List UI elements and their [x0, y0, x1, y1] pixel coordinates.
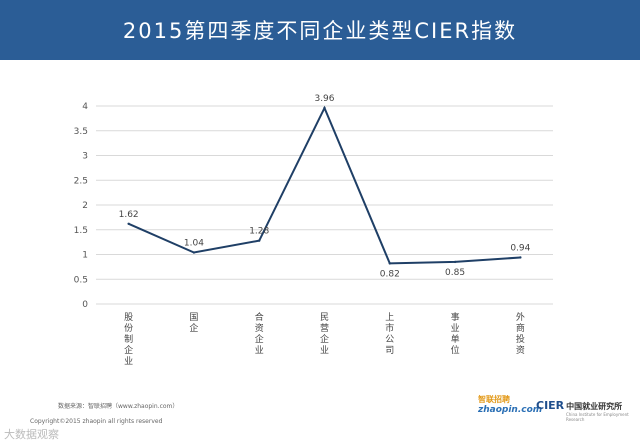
data-label: 1.62 [119, 210, 139, 220]
zhaopin-logo-text: zhaopin.com [478, 405, 543, 415]
zhaopin-logo: 智联招聘 zhaopin.com [478, 394, 542, 415]
chart-title: 2015第四季度不同企业类型CIER指数 [122, 19, 518, 43]
data-label: 0.94 [510, 243, 530, 253]
y-tick-label: 2 [82, 201, 88, 211]
data-label: 3.96 [314, 94, 334, 104]
x-tick-label: 上市公司 [385, 312, 394, 356]
y-tick-label: 3.5 [74, 127, 88, 137]
x-tick-label: 合资企业 [255, 311, 264, 356]
x-tick-label: 国企 [189, 312, 198, 334]
cier-logo-mark: CIER [536, 399, 565, 412]
cier-logo-en: China Institute for Employment Research [566, 412, 629, 422]
data-label: 1.04 [184, 239, 204, 249]
y-tick-label: 0.5 [74, 275, 88, 285]
y-tick-label: 2.5 [74, 176, 88, 186]
x-tick-label: 事业单位 [451, 311, 460, 356]
zhaopin-logo-tag: 智联招聘 [478, 395, 510, 404]
data-label: 1.28 [249, 227, 269, 237]
x-tick-label: 外商投资 [516, 311, 525, 356]
x-tick-label: 股份制企业 [124, 312, 133, 367]
copyright-note: Copyright©2015 zhaopin all rights reserv… [30, 418, 163, 425]
watermark: 大数据观察 [4, 428, 59, 441]
cier-logo-cn: 中国就业研究所 [566, 402, 623, 411]
cier-logo: CIER 中国就业研究所 China Institute for Employme… [536, 399, 640, 422]
data-point [519, 256, 522, 259]
data-point [388, 262, 391, 265]
data-label: 0.82 [380, 269, 400, 279]
footer: 数据来源：智联招聘（www.zhaopin.com） Copyright©201… [0, 390, 640, 444]
data-point [258, 239, 261, 242]
y-tick-label: 3 [82, 152, 88, 162]
chart-area: 0 0.5 1 1.5 2 2.5 3 3.5 4 1.62 1.04 1.28 3.96 0.82 0.8… [0, 60, 640, 390]
data-point [453, 260, 457, 264]
y-tick-label: 1.5 [74, 226, 88, 236]
y-tick-label: 0 [82, 300, 88, 310]
x-tick-label: 民营企业 [320, 312, 329, 356]
line-chart: 0 0.5 1 1.5 2 2.5 3 3.5 4 1.62 1.04 1.28 3.96 0.82 0.8… [74, 94, 553, 367]
y-tick-label: 4 [82, 102, 88, 112]
data-label: 0.85 [445, 268, 465, 278]
data-point [127, 222, 130, 226]
data-point [323, 106, 326, 110]
data-point [192, 251, 196, 254]
data-source-note: 数据来源：智联招聘（www.zhaopin.com） [58, 403, 179, 410]
y-tick-label: 1 [82, 251, 88, 261]
title-banner: 2015第四季度不同企业类型CIER指数 [0, 0, 640, 60]
